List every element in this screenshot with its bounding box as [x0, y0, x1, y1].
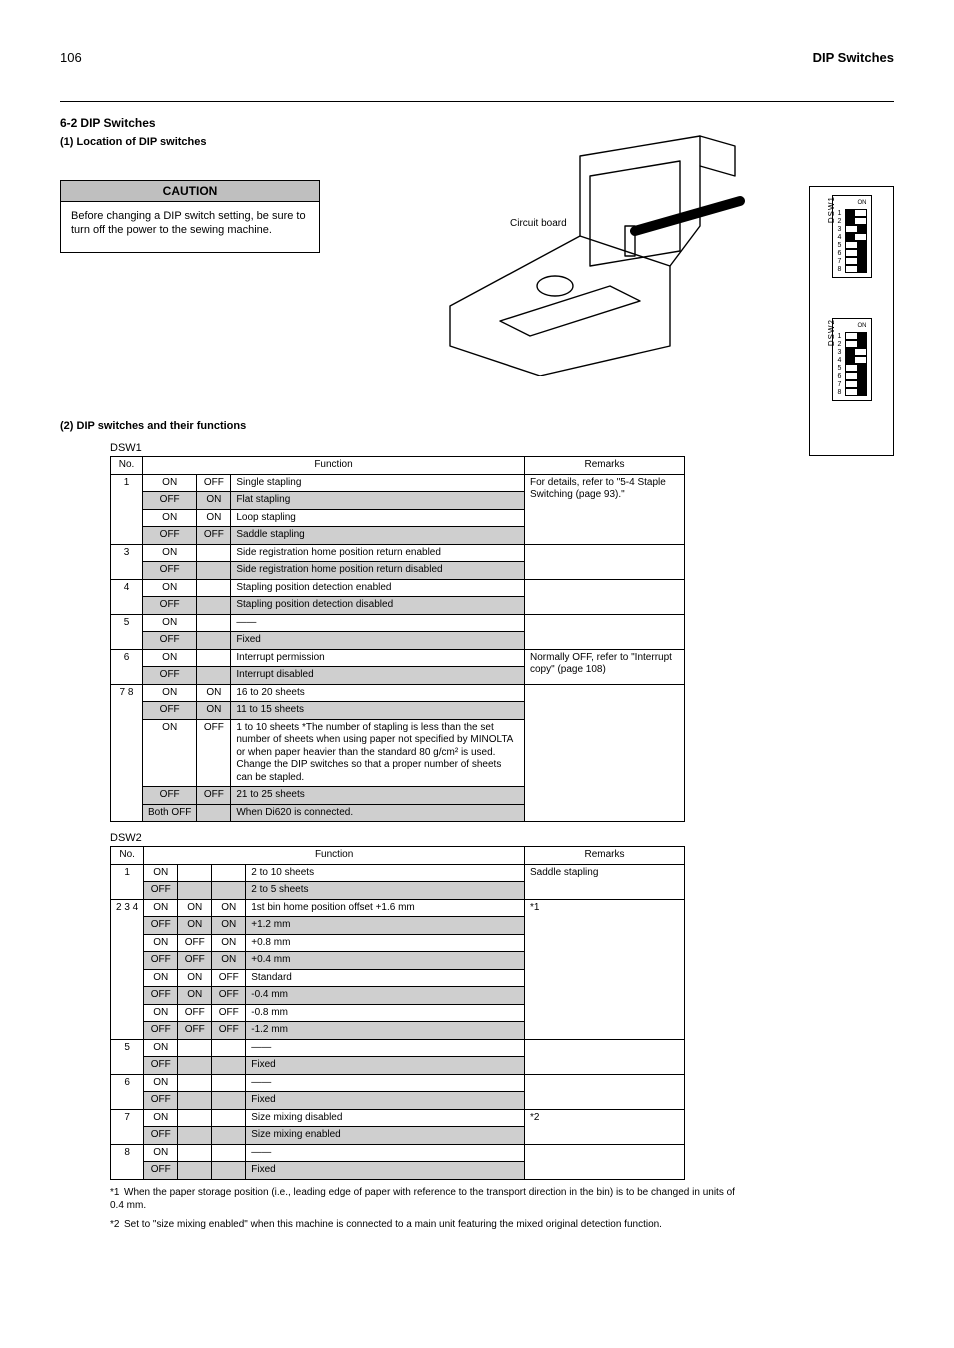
dip-switch: 7 — [837, 257, 867, 265]
table-row: 7ONSize mixing disabled*2 — [111, 1109, 685, 1127]
caution-body: Before changing a DIP switch setting, be… — [61, 202, 319, 252]
dip-switch: 8 — [837, 265, 867, 273]
footnote-2: *2Set to "size mixing enabled" when this… — [110, 1218, 750, 1231]
section-heading-text: DIP Switches — [80, 116, 155, 130]
header-rule — [60, 101, 894, 102]
table-row: 8ON—— — [111, 1144, 685, 1162]
table-row: 5ON—— — [111, 614, 685, 632]
table-row: 5ON—— — [111, 1039, 685, 1057]
dsw2-table: No.FunctionRemarks1ON2 to 10 sheetsSaddl… — [110, 846, 685, 1180]
page-number: 106 — [60, 50, 82, 65]
dip-on-mark: ON — [837, 323, 867, 329]
table-row: 1ONOFFSingle staplingFor details, refer … — [111, 474, 685, 492]
dip-switch: 6 — [837, 372, 867, 380]
table-row: 7 8ONON16 to 20 sheets — [111, 684, 685, 702]
dip-switch: 5 — [837, 241, 867, 249]
pcb-location-diagram: Circuit board — [440, 116, 760, 376]
dip-switch: 1 — [837, 332, 867, 340]
table-row: 4ONStapling position detection enabled — [111, 579, 685, 597]
table-row: 1ON2 to 10 sheetsSaddle stapling — [111, 864, 685, 882]
caution-title: CAUTION — [61, 181, 319, 202]
dip-callout: DSW1 ON 12345678 DSW2 ON 12345678 — [809, 186, 894, 456]
dip-block-dsw2: DSW2 ON 12345678 — [832, 318, 872, 401]
dip-switch: 2 — [837, 217, 867, 225]
table-row: 6ONInterrupt permissionNormally OFF, ref… — [111, 649, 685, 667]
section-heading-num: 6-2 — [60, 116, 77, 130]
dip-switch: 3 — [837, 348, 867, 356]
dip-switch: 7 — [837, 380, 867, 388]
dip-label-dsw2: DSW2 — [827, 319, 836, 346]
header-title: DIP Switches — [813, 50, 894, 65]
table-header-row: No.FunctionRemarks — [111, 457, 685, 475]
dip-on-mark: ON — [837, 200, 867, 206]
dip-switch: 5 — [837, 364, 867, 372]
subsection2-text: DIP switches and their functions — [77, 420, 247, 432]
dip-switch: 4 — [837, 233, 867, 241]
table2-title: DSW2 — [110, 832, 894, 844]
dip-switch: 4 — [837, 356, 867, 364]
subsection1-num: (1) — [60, 136, 73, 148]
table1-title: DSW1 — [110, 442, 894, 454]
table-row: 6ON—— — [111, 1074, 685, 1092]
dip-switch: 6 — [837, 249, 867, 257]
dip-switch: 8 — [837, 388, 867, 396]
subsection2-num: (2) — [60, 420, 73, 432]
caution-box: CAUTION Before changing a DIP switch set… — [60, 180, 320, 253]
table-row: 2 3 4ONONON1st bin home position offset … — [111, 899, 685, 917]
dip-label-dsw1: DSW1 — [827, 196, 836, 223]
diagram-label-panel: Circuit board — [510, 218, 567, 229]
footnote-1: *1When the paper storage position (i.e.,… — [110, 1186, 750, 1212]
subsection1-text: Location of DIP switches — [77, 136, 207, 148]
dsw1-table: No.FunctionRemarks1ONOFFSingle staplingF… — [110, 456, 685, 822]
dip-switch: 1 — [837, 209, 867, 217]
table-row: 3ONSide registration home position retur… — [111, 544, 685, 562]
table-header-row: No.FunctionRemarks — [111, 847, 685, 865]
dip-switch: 3 — [837, 225, 867, 233]
dip-switch: 2 — [837, 340, 867, 348]
dip-block-dsw1: DSW1 ON 12345678 — [832, 195, 872, 278]
